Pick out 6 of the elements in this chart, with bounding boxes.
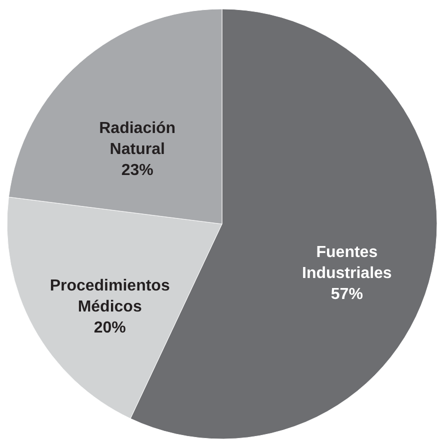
- slice-label: Fuentes Industriales: [302, 244, 392, 282]
- slice-label: Radiación Natural: [99, 120, 176, 158]
- data-label: 23%: [121, 162, 154, 179]
- data-label: 20%: [94, 320, 126, 337]
- data-label: 57%: [330, 286, 363, 303]
- slice-label: Procedimientos Médicos: [50, 278, 170, 316]
